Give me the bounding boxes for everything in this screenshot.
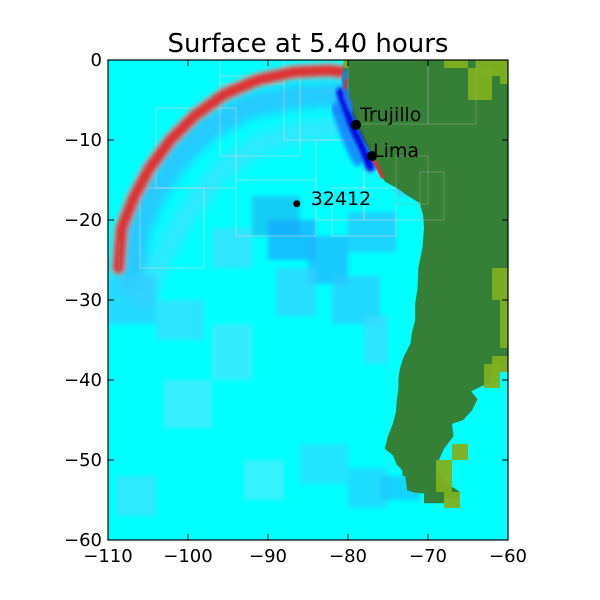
y-tick-label: −10 bbox=[64, 130, 102, 151]
highland-cell bbox=[500, 60, 508, 84]
amr-patch-outline bbox=[331, 187, 397, 237]
amr-patch-outline bbox=[139, 187, 205, 269]
coastal-wave-trough bbox=[331, 69, 385, 179]
depression-patches bbox=[108, 164, 420, 516]
trough-band bbox=[119, 81, 357, 297]
coast-block bbox=[402, 460, 412, 476]
x-tick-label: −70 bbox=[409, 546, 447, 567]
depression-patch bbox=[276, 268, 316, 316]
depression-patch bbox=[244, 460, 284, 500]
coastal-crest-north bbox=[343, 78, 348, 90]
highland-cell bbox=[500, 300, 508, 348]
highland-cell bbox=[468, 68, 492, 100]
coastal-trough-north bbox=[340, 69, 354, 113]
highland-cell bbox=[344, 60, 348, 68]
x-tick-label: −60 bbox=[489, 546, 527, 567]
y-tick-label: −40 bbox=[64, 370, 102, 391]
highland-cell bbox=[436, 460, 452, 492]
depression-patch bbox=[300, 444, 348, 484]
south-america-landmass bbox=[341, 60, 508, 508]
land-patch-outline bbox=[395, 155, 429, 205]
marker-dot-32412 bbox=[293, 200, 301, 208]
marker-dot-trujillo bbox=[351, 119, 361, 130]
wave-front-crest bbox=[113, 65, 349, 273]
marker-dot-lima bbox=[367, 151, 377, 161]
y-tick-label: 0 bbox=[91, 50, 102, 71]
highland-cell bbox=[444, 60, 468, 68]
coast-block bbox=[424, 493, 444, 504]
coastal-crest bbox=[371, 157, 385, 179]
wave-front-band bbox=[110, 62, 352, 276]
x-axis: −110 −100 −90 −80 −70 −60 bbox=[83, 60, 527, 567]
depression-patch bbox=[116, 476, 156, 516]
x-tick-label: −100 bbox=[163, 546, 212, 567]
location-markers: Trujillo Lima 32412 bbox=[293, 104, 421, 210]
y-tick-label: −50 bbox=[64, 450, 102, 471]
marker-label-trujillo: Trujillo bbox=[359, 104, 421, 126]
coastal-trough-band bbox=[336, 87, 375, 172]
y-tick-label: −60 bbox=[64, 530, 102, 551]
y-axis: 0 −10 −20 −30 −40 −50 −60 bbox=[64, 50, 508, 551]
depression-patch bbox=[156, 300, 204, 340]
chart-title: Surface at 5.40 hours bbox=[168, 29, 449, 59]
marker-label-32412: 32412 bbox=[311, 188, 371, 210]
depression-patch bbox=[108, 276, 156, 324]
x-tick-label: −110 bbox=[83, 546, 132, 567]
coastal-trough-outer bbox=[331, 103, 363, 166]
x-tick-label: −80 bbox=[329, 546, 367, 567]
land-polygon bbox=[341, 60, 508, 500]
depression-patch bbox=[348, 212, 396, 252]
highland-cell bbox=[452, 444, 468, 460]
y-tick-label: −20 bbox=[64, 210, 102, 231]
land-patch-outline bbox=[427, 60, 477, 125]
depression-patch bbox=[364, 316, 388, 364]
marker-label-lima: Lima bbox=[373, 140, 419, 162]
highland-cell bbox=[492, 356, 508, 372]
depression-patch bbox=[212, 228, 252, 268]
x-tick-label: −90 bbox=[249, 546, 287, 567]
depression-patch bbox=[212, 324, 252, 380]
highland-cell bbox=[444, 492, 460, 508]
y-tick-label: −30 bbox=[64, 290, 102, 311]
land-patch-outlines bbox=[347, 60, 477, 221]
plot-area bbox=[108, 60, 508, 540]
highland-cell bbox=[492, 268, 508, 300]
depression-patch bbox=[164, 380, 212, 428]
land-patch-outline bbox=[419, 171, 445, 221]
coast-block bbox=[396, 428, 406, 444]
wave-front-tail bbox=[114, 240, 124, 272]
ocean-shading bbox=[108, 60, 429, 516]
